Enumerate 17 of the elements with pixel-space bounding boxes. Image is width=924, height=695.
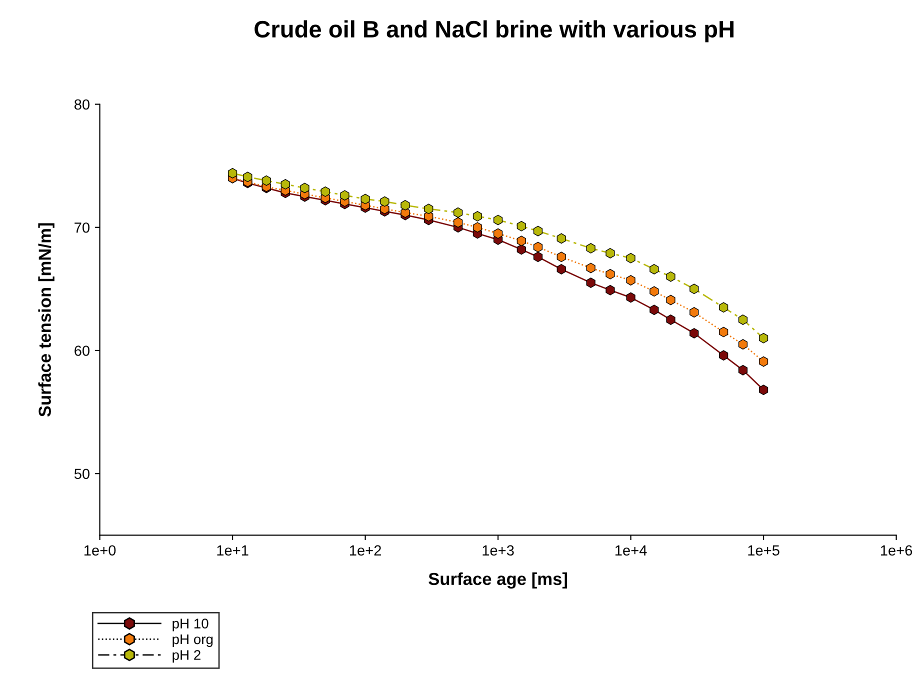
y-tick-label: 80 [74,99,90,110]
x-tick-label: 1e+0 [84,545,116,556]
x-tick-label: 1e+3 [482,545,514,556]
x-tick-label: 1e+6 [880,545,912,556]
legend-label: pH org [172,634,213,647]
x-tick-label: 1e+4 [615,545,647,556]
y-tick-label: 70 [74,222,90,233]
x-tick-label: 1e+2 [350,545,381,556]
y-tick-label: 60 [74,346,90,356]
x-axis-title: Surface age [ms] [428,572,568,589]
x-tick-label: 1e+1 [217,545,248,556]
legend-label: pH 2 [172,650,200,663]
legend-label: pH 10 [172,618,208,632]
chart-title: Crude oil B and NaCl brine with various pH [254,20,734,42]
x-tick-label: 1e+5 [748,545,780,556]
y-axis-title: Surface tension [mN/m] [38,223,54,417]
y-tick-label: 50 [74,468,90,480]
